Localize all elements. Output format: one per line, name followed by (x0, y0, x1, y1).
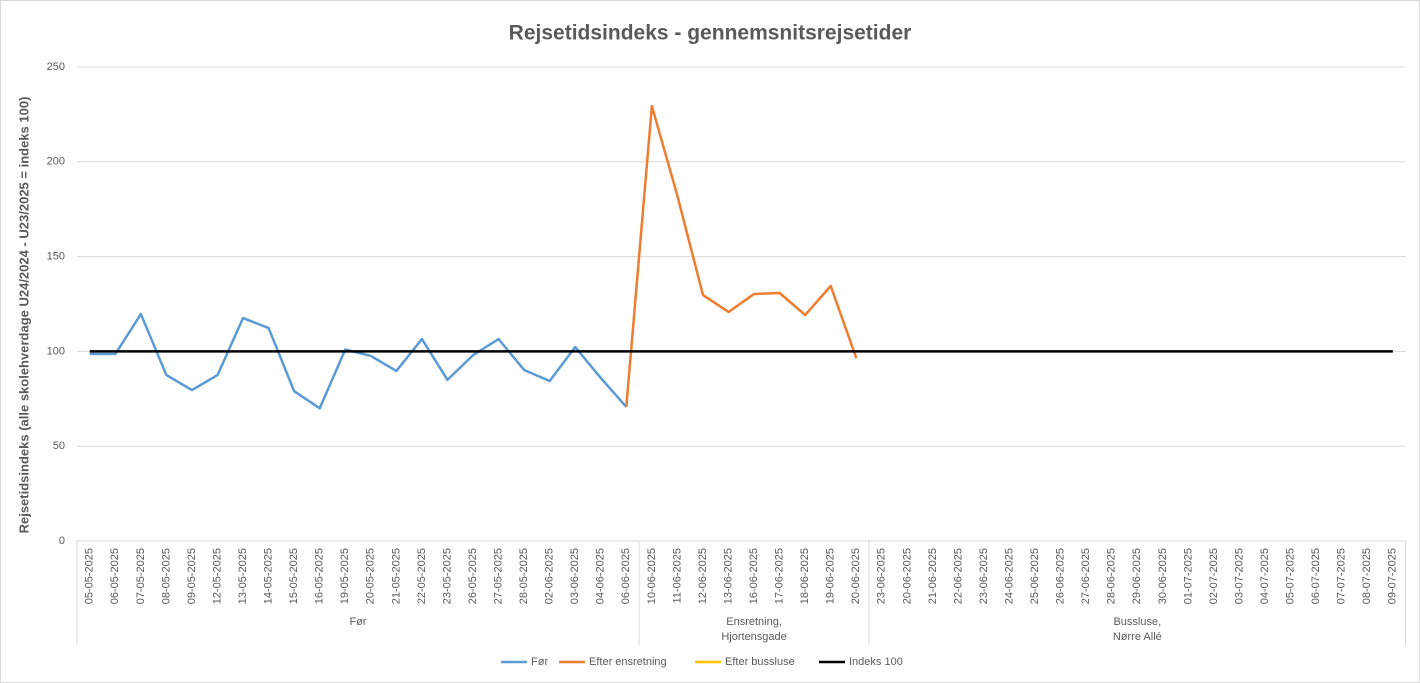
x-tick-label: 19-05-2025 (339, 548, 351, 604)
x-tick-label: 17-06-2025 (774, 548, 786, 604)
x-tick-label: 03-06-2025 (569, 548, 581, 604)
x-tick-label: 05-05-2025 (84, 548, 96, 604)
y-tick-label: 200 (47, 156, 65, 168)
x-tick-label: 23-06-2025 (978, 548, 990, 604)
x-tick-label: 09-05-2025 (186, 548, 198, 604)
x-tick-label: 23-06-2025 (876, 548, 888, 604)
x-tick-label: 11-06-2025 (671, 548, 683, 603)
x-tick-label: 06-06-2025 (620, 548, 632, 604)
x-tick-label: 10-06-2025 (646, 548, 658, 604)
x-tick-label: 19-06-2025 (825, 548, 837, 604)
x-tick-label: 03-07-2025 (1233, 548, 1245, 604)
x-tick-label: 20-05-2025 (365, 548, 377, 604)
x-tick-label: 29-06-2025 (1131, 548, 1143, 604)
x-tick-label: 26-06-2025 (1055, 548, 1067, 604)
x-tick-label: 16-06-2025 (748, 548, 760, 604)
x-tick-label: 07-05-2025 (135, 548, 147, 604)
x-tick-label: 06-07-2025 (1310, 548, 1322, 604)
legend-label: Efter bussluse (725, 656, 795, 668)
legend-label: Efter ensretning (589, 656, 667, 668)
x-tick-label: 04-07-2025 (1259, 548, 1271, 604)
x-tick-label: 18-06-2025 (799, 548, 811, 604)
x-tick-label: 23-05-2025 (441, 548, 453, 604)
x-tick-label: 28-05-2025 (518, 548, 530, 604)
y-tick-label: 50 (53, 440, 65, 452)
y-tick-label: 250 (47, 61, 65, 73)
x-tick-label: 22-06-2025 (952, 548, 964, 604)
x-tick-label: 28-06-2025 (1106, 548, 1118, 604)
x-tick-label: 26-05-2025 (467, 548, 479, 604)
x-tick-label: 27-06-2025 (1080, 548, 1092, 604)
x-tick-label: 04-06-2025 (595, 548, 607, 604)
x-tick-label: 02-07-2025 (1208, 548, 1220, 604)
x-tick-label: 06-05-2025 (109, 548, 121, 604)
y-axis-label: Rejsetidsindeks (alle skolehverdage U24/… (16, 97, 31, 534)
x-tick-label: 01-07-2025 (1182, 548, 1194, 604)
x-tick-label: 07-07-2025 (1336, 548, 1348, 604)
x-tick-label: 24-06-2025 (1003, 548, 1015, 604)
x-tick-label: 21-06-2025 (927, 548, 939, 604)
y-tick-label: 0 (59, 535, 65, 547)
x-tick-label: 21-05-2025 (390, 548, 402, 604)
x-tick-label: 22-05-2025 (416, 548, 428, 604)
x-tick-label: 15-05-2025 (288, 548, 300, 604)
x-tick-label: 25-06-2025 (1029, 548, 1041, 604)
group-label: Før (349, 616, 366, 628)
group-label: Ensretning, Hjortensgade (721, 616, 786, 643)
x-tick-label: 13-06-2025 (722, 548, 734, 604)
x-tick-label: 08-07-2025 (1361, 548, 1373, 604)
y-tick-label: 150 (47, 251, 65, 263)
x-tick-label: 09-07-2025 (1387, 548, 1399, 604)
x-tick-label: 08-05-2025 (160, 548, 172, 604)
x-tick-label: 30-06-2025 (1157, 548, 1169, 604)
x-tick-label: 12-05-2025 (211, 548, 223, 604)
x-tick-label: 12-06-2025 (697, 548, 709, 604)
x-tick-label: 02-06-2025 (544, 548, 556, 604)
chart-title: Rejsetidsindeks - gennemsnitsrejsetider (509, 22, 912, 45)
x-tick-label: 05-07-2025 (1285, 548, 1297, 604)
x-tick-label: 20-06-2025 (850, 548, 862, 604)
x-tick-label: 27-05-2025 (492, 548, 504, 604)
y-tick-label: 100 (47, 345, 65, 357)
x-tick-label: 14-05-2025 (263, 548, 275, 604)
group-label: Bussluse, Nørre Allé (1113, 616, 1162, 643)
x-tick-label: 13-05-2025 (237, 548, 249, 604)
x-tick-label: 20-06-2025 (901, 548, 913, 604)
x-tick-label: 16-05-2025 (314, 548, 326, 604)
legend-label: Før (531, 656, 548, 668)
legend-label: Indeks 100 (849, 656, 903, 668)
series-line (625, 104, 858, 408)
series-line (89, 312, 628, 410)
